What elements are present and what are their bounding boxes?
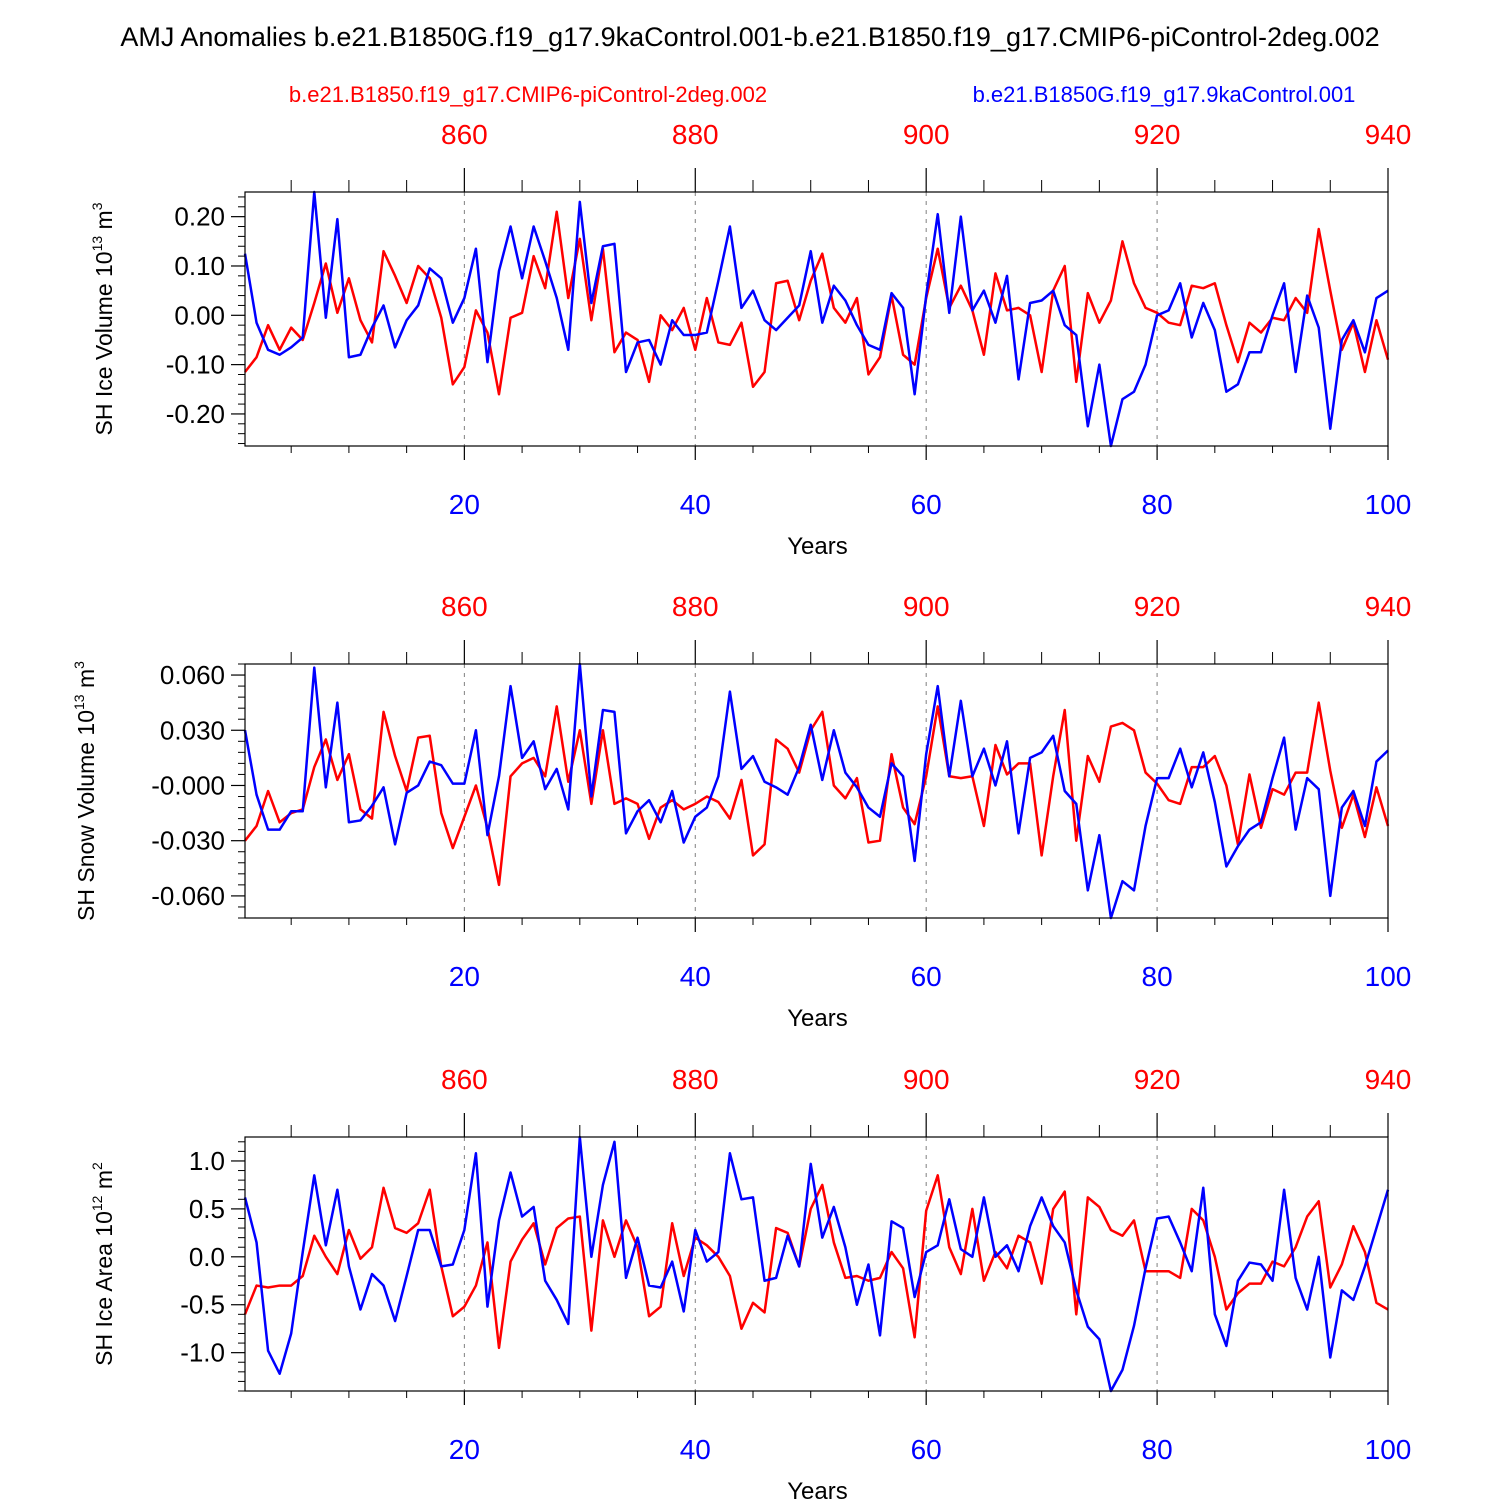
y-axis-label-superscript: 2 [89,1162,105,1170]
x-tick-label-top: 940 [1365,591,1412,622]
plot-frame [244,191,1389,447]
x-tick-label-bottom: 100 [1365,1434,1412,1465]
y-axis-label: SH Ice Volume 1013 m3 [89,202,117,435]
y-tick-label: 0.060 [160,660,225,690]
chart-panel-1: -0.20 -0.10 0.00 0.10 0.20 20 40 60 80 100 860 880 9… [89,119,1411,560]
y-tick-label: -0.10 [166,350,225,380]
y-axis-label-part: SH Ice Volume 10 [91,251,117,435]
y-tick-label: -0.030 [151,826,225,856]
y-axis-label-part: SH Ice Area 10 [91,1211,117,1366]
y-axis-label-superscript: 12 [89,1195,105,1211]
blue-series-line [243,662,1389,920]
y-tick-label: 0.10 [174,251,225,281]
x-tick-label-bottom: 40 [680,489,711,520]
x-tick-label-bottom: 60 [911,961,942,992]
x-tick-label-top: 860 [441,1064,488,1095]
legend-red-series: b.e21.B1850.f19_g17.CMIP6-piControl-2deg… [289,82,767,107]
y-tick-label: -0.20 [166,399,225,429]
y-axis-label-superscript: 13 [89,236,105,252]
x-tick-label-top: 940 [1365,1064,1412,1095]
red-series-line [244,210,1390,396]
x-axis-label: Years [787,1005,848,1032]
x-tick-label-bottom: 100 [1365,489,1412,520]
y-axis-label-part: SH Snow Volume 10 [73,710,99,921]
x-tick-label-top: 880 [672,1064,719,1095]
y-tick-label: 0.00 [174,300,225,330]
plot-frame [244,1136,1389,1392]
y-tick-label: -1.0 [180,1338,225,1368]
legend-blue-series: b.e21.B1850G.f19_g17.9kaControl.001 [973,82,1356,107]
x-axis-label: Years [787,533,848,560]
x-tick-label-bottom: 40 [680,1434,711,1465]
x-tick-label-top: 920 [1134,591,1181,622]
red-series-line [244,701,1390,887]
y-tick-label: 0.030 [160,715,225,745]
x-tick-label-bottom: 80 [1142,1434,1173,1465]
x-tick-label-bottom: 60 [911,1434,942,1465]
y-axis-label-superscript: 13 [71,694,87,710]
x-tick-label-bottom: 80 [1142,961,1173,992]
chart-panel-3: -1.0 -0.5 0.0 0.5 1.0 20 40 60 80 100 860 880 900 920… [89,1064,1411,1500]
y-tick-label: -0.000 [151,770,225,800]
x-tick-label-bottom: 60 [911,489,942,520]
x-tick-label-top: 880 [672,119,719,150]
x-tick-label-bottom: 80 [1142,489,1173,520]
chart-panels: -0.20 -0.10 0.00 0.10 0.20 20 40 60 80 100 860 880 9… [71,119,1411,1500]
x-tick-label-bottom: 20 [449,961,480,992]
blue-series-line [243,190,1389,448]
chart-title: AMJ Anomalies b.e21.B1850G.f19_g17.9kaCo… [120,22,1379,52]
y-tick-label: -0.5 [180,1290,225,1320]
x-axis-label: Years [787,1478,848,1500]
y-tick-label: -0.060 [151,881,225,911]
plot-frame [244,663,1389,919]
y-axis-label-superscript: 3 [89,202,105,210]
y-tick-label: 0.0 [189,1242,225,1272]
x-tick-label-bottom: 20 [449,489,480,520]
x-tick-label-top: 920 [1134,1064,1181,1095]
y-axis-label-part: m [73,669,99,695]
x-tick-label-top: 900 [903,1064,950,1095]
chart-panel-2: -0.060 -0.030 -0.000 0.030 0.060 20 40 60 80 100 8… [71,591,1411,1032]
x-tick-label-bottom: 40 [680,961,711,992]
y-axis-label-part: m [91,210,117,236]
x-tick-label-top: 860 [441,119,488,150]
blue-series-line [243,1135,1390,1393]
x-tick-label-bottom: 20 [449,1434,480,1465]
x-tick-label-top: 880 [672,591,719,622]
x-tick-label-top: 900 [903,591,950,622]
y-axis-label: SH Snow Volume 1013 m3 [71,661,99,921]
y-axis-label-part: m [91,1170,117,1196]
x-tick-label-top: 920 [1134,119,1181,150]
x-tick-label-top: 940 [1365,119,1412,150]
y-tick-label: 0.20 [174,202,225,232]
y-tick-label: 1.0 [189,1146,225,1176]
x-tick-label-top: 860 [441,591,488,622]
x-tick-label-top: 900 [903,119,950,150]
y-axis-label-superscript: 3 [71,661,87,669]
x-tick-label-bottom: 100 [1365,961,1412,992]
y-tick-label: 0.5 [189,1194,225,1224]
y-axis-label: SH Ice Area 1012 m2 [89,1162,117,1366]
